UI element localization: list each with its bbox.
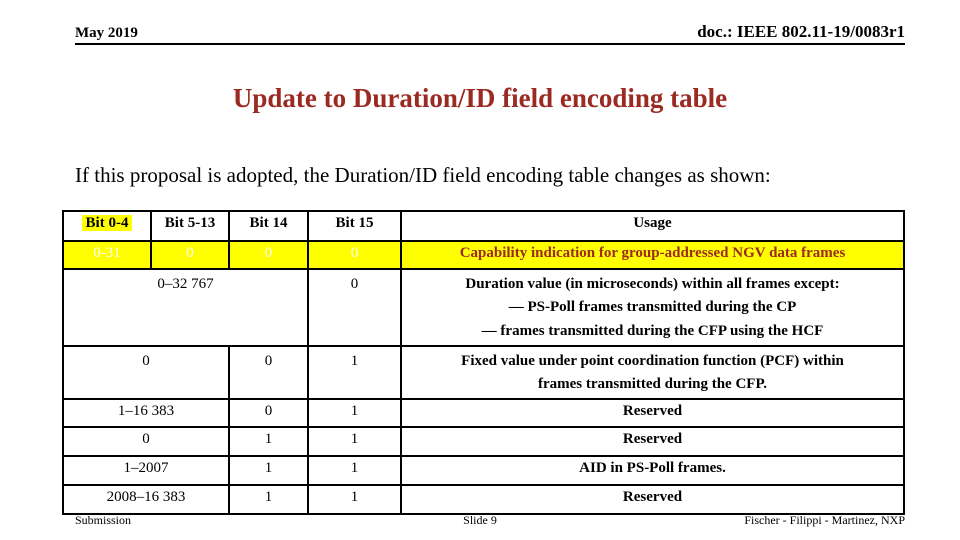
cell-range: 1–16 383 [62,398,230,429]
header-date: May 2019 [75,25,138,41]
cell-range: 2008–16 383 [62,484,230,516]
cell-bit-14: 1 [228,426,309,458]
cell-usage: Duration value (in microseconds) within … [400,268,905,347]
bit-0-4-highlight: Bit 0-4 [81,215,133,231]
header-doc-number: doc.: IEEE 802.11-19/0083r1 [697,22,905,41]
table-row-pcf-fixed-value: 0 0 1 Fixed value under point coordinati… [62,344,905,401]
cell-range: 0–32 767 [62,268,309,347]
cell-bit-15: 0 [307,268,402,347]
cell-bit-15: 1 [307,398,402,429]
cell-usage: Fixed value under point coordination fun… [400,344,905,401]
slide-header: May 2019 doc.: IEEE 802.11-19/0083r1 [75,22,905,45]
cell-bit-14: 0 [228,240,309,270]
cell-usage: Reserved [400,484,905,516]
duration-id-encoding-table: Bit 0-4 Bit 5-13 Bit 14 Bit 15 Usage 0-3… [62,210,905,516]
col-header-bit-0-4: Bit 0-4 [62,210,152,242]
table-row-duration-value: 0–32 767 0 Duration value (in microsecon… [62,268,905,347]
cell-bits-0-4: 0-31 [62,240,152,270]
col-header-usage: Usage [400,210,905,242]
cell-range: 0 [62,426,230,458]
cell-usage: AID in PS-Poll frames. [400,455,905,487]
cell-bit-15: 0 [307,240,402,270]
col-header-bit-14: Bit 14 [228,210,309,242]
col-header-bit-5-13: Bit 5-13 [150,210,230,242]
cell-bit-15: 1 [307,455,402,487]
cell-bit-15: 1 [307,426,402,458]
slide-title: Update to Duration/ID field encoding tab… [232,83,728,113]
cell-bit-14: 1 [228,455,309,487]
table-row-reserved-3: 2008–16 383 1 1 Reserved [62,484,905,516]
intro-text: If this proposal is adopted, the Duratio… [75,163,771,187]
table-row-ngv-capability: 0-31 0 0 0 Capability indication for gro… [62,240,905,270]
footer-slide-number: Slide 9 [463,513,497,527]
cell-bit-14: 0 [228,398,309,429]
cell-usage: Reserved [400,426,905,458]
cell-bit-14: 0 [228,344,309,401]
footer-submission: Submission [75,513,132,527]
cell-bit-14: 1 [228,484,309,516]
cell-bit-15: 1 [307,484,402,516]
cell-range: 0 [62,344,230,401]
footer-authors: Fischer - Filippi - Martinez, NXP [744,513,905,527]
cell-bit-15: 1 [307,344,402,401]
table-row-reserved-2: 0 1 1 Reserved [62,426,905,458]
cell-range: 1–2007 [62,455,230,487]
table-row-reserved-1: 1–16 383 0 1 Reserved [62,398,905,429]
cell-usage: Capability indication for group-addresse… [400,240,905,270]
cell-bits-5-13: 0 [150,240,230,270]
table-row-aid-ps-poll: 1–2007 1 1 AID in PS-Poll frames. [62,455,905,487]
table-header-row: Bit 0-4 Bit 5-13 Bit 14 Bit 15 Usage [62,210,905,242]
cell-usage: Reserved [400,398,905,429]
col-header-bit-15: Bit 15 [307,210,402,242]
